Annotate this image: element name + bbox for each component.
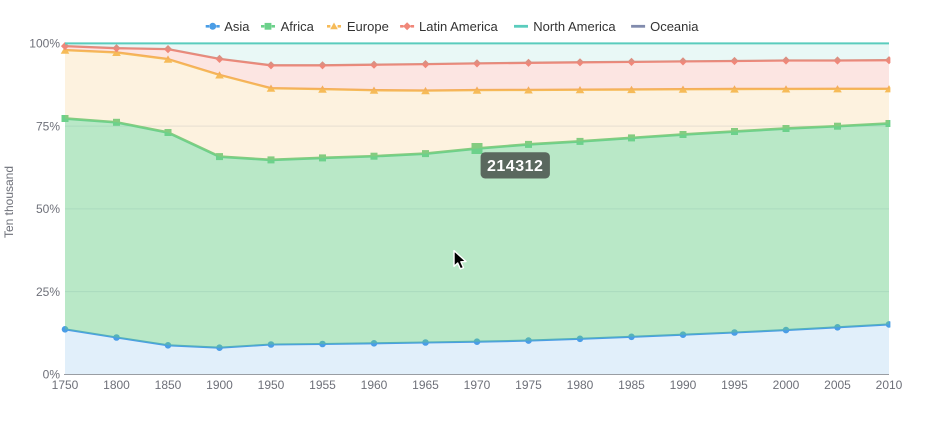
svg-text:2000: 2000 — [773, 378, 800, 392]
svg-text:1965: 1965 — [412, 378, 439, 392]
svg-text:Latin America: Latin America — [419, 19, 499, 34]
svg-text:Asia: Asia — [224, 19, 250, 34]
svg-text:100%: 100% — [29, 37, 60, 51]
svg-text:1950: 1950 — [258, 378, 285, 392]
svg-text:Oceania: Oceania — [650, 19, 699, 34]
svg-text:Ten thousand: Ten thousand — [2, 166, 16, 238]
svg-text:Africa: Africa — [281, 19, 315, 34]
svg-text:75%: 75% — [36, 119, 60, 133]
svg-text:North America: North America — [533, 19, 616, 34]
svg-text:1900: 1900 — [206, 378, 233, 392]
svg-text:0%: 0% — [43, 368, 61, 382]
svg-text:Europe: Europe — [347, 19, 389, 34]
svg-text:1990: 1990 — [670, 378, 697, 392]
svg-text:1960: 1960 — [361, 378, 388, 392]
svg-text:1850: 1850 — [155, 378, 182, 392]
svg-text:1800: 1800 — [103, 378, 130, 392]
svg-text:50%: 50% — [36, 202, 60, 216]
svg-text:25%: 25% — [36, 285, 60, 299]
svg-text:1955: 1955 — [309, 378, 336, 392]
svg-text:1985: 1985 — [618, 378, 645, 392]
svg-text:214312: 214312 — [487, 158, 543, 175]
svg-text:1750: 1750 — [52, 378, 79, 392]
svg-text:1980: 1980 — [567, 378, 594, 392]
svg-text:1995: 1995 — [721, 378, 748, 392]
svg-text:2010: 2010 — [876, 378, 903, 392]
svg-text:2005: 2005 — [824, 378, 851, 392]
svg-text:1975: 1975 — [515, 378, 542, 392]
svg-text:1970: 1970 — [464, 378, 491, 392]
